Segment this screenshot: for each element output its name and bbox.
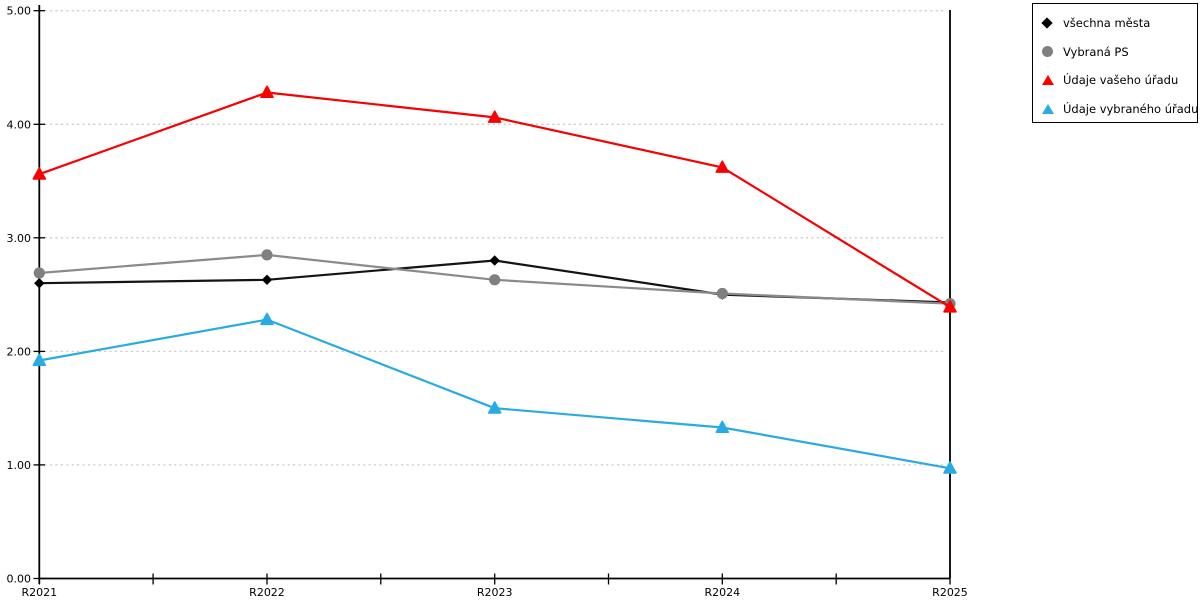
circle-marker-icon — [716, 287, 728, 300]
legend-label: Vybraná PS — [1063, 44, 1129, 59]
series-line — [39, 318, 951, 470]
y-tick-label: 5.00 — [7, 5, 32, 18]
triangle-marker-icon — [487, 110, 502, 123]
triangle-marker-icon — [32, 167, 47, 180]
triangle-marker-icon — [260, 312, 274, 326]
y-tick-label: 4.00 — [7, 118, 32, 131]
legend-label: všechna města — [1063, 16, 1151, 31]
legend-item: všechna města — [1041, 9, 1193, 38]
triangle-marker-icon — [715, 420, 730, 433]
series-3 — [32, 312, 957, 474]
legend-item: Údaje vybraného úřadu — [1042, 95, 1198, 124]
triangle-marker-icon — [943, 461, 957, 474]
axes: 0.00 1.00 2.00 3.00 4.00 5.00 R2021 R2022 R2023 R… — [7, 5, 968, 599]
x-tick-label: R2024 — [704, 586, 740, 599]
gridlines — [39, 10, 947, 466]
triangle-marker-icon — [487, 401, 502, 414]
diamond-marker-icon — [489, 255, 500, 266]
x-tick-label: R2021 — [21, 586, 57, 599]
y-tick-label: 0.00 — [7, 573, 32, 586]
legend: všechna města Vybraná PS Údaje vašeho úř… — [1032, 3, 1198, 123]
triangle-marker-icon — [943, 300, 957, 313]
diamond-marker-icon — [1041, 17, 1053, 29]
legend-item: Údaje vašeho úřadu — [1042, 66, 1193, 95]
circle-marker-icon — [33, 267, 45, 279]
y-tick-label: 3.00 — [7, 232, 32, 245]
circle-marker-icon — [489, 274, 501, 286]
triangle-marker-icon — [1042, 103, 1054, 114]
triangle-marker-icon — [32, 353, 47, 366]
circle-marker-icon — [1042, 46, 1053, 58]
legend-label: Údaje vybraného úřadu — [1063, 101, 1199, 116]
diamond-marker-icon — [34, 278, 45, 289]
x-tick-label: R2025 — [932, 586, 968, 599]
y-tick-label: 2.00 — [7, 345, 32, 358]
diamond-marker-icon — [261, 274, 273, 285]
x-tick-label: R2023 — [477, 586, 513, 599]
triangle-marker-icon — [1042, 75, 1054, 86]
x-tick-label: R2022 — [249, 586, 285, 599]
y-tick-label: 1.00 — [7, 459, 32, 472]
legend-label: Údaje vašeho úřadu — [1063, 73, 1179, 88]
series-2 — [32, 85, 957, 313]
legend-item: Vybraná PS — [1042, 38, 1193, 67]
triangle-marker-icon — [260, 85, 274, 98]
circle-marker-icon — [261, 249, 273, 261]
triangle-marker-icon — [715, 160, 730, 173]
